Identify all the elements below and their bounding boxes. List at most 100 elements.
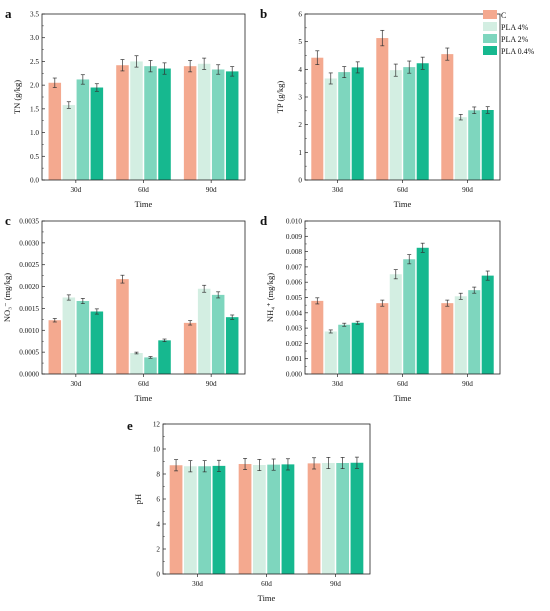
y-tick-label: 6 [156,496,160,504]
x-axis-title: Time [135,393,153,403]
y-tick-label: 0.007 [286,263,303,271]
x-tick-label: 90d [206,380,217,388]
bar [158,340,171,374]
x-tick-label: 90d [462,186,473,194]
bar [90,87,104,180]
legend-item: PLA 4% [483,22,529,32]
bar [62,297,76,374]
bar [197,288,211,374]
chart-panel-e: e 0 2 4 6 8 10 12 30d 60d 90d Time pH [127,418,371,603]
x-tick-label: 30d [70,380,81,388]
bar [376,303,389,374]
y-tick-label: 0.001 [286,355,303,363]
bar [183,322,197,374]
bar [62,105,76,180]
bar [376,38,389,180]
bar [212,465,226,574]
y-tick-label: 0.0025 [19,261,39,269]
bar [198,466,212,574]
bar [454,296,467,374]
bar [76,300,90,374]
y-tick-label: 1.0 [30,129,39,137]
y-tick-label: 0.003 [286,325,303,333]
legend-label: PLA 0.4% [501,47,535,56]
chart-panel-a: a 0.0 0.5 1.0 1.5 2.0 2.5 3.0 3.5 30d 60d 90d Time TN… [5,6,246,209]
y-tick-label: 0 [298,177,302,185]
x-axis-title: Time [394,393,412,403]
bar [144,357,157,374]
x-axis-title: Time [258,593,276,603]
legend-swatch [483,46,497,55]
x-tick-label: 60d [261,580,272,588]
y-axis-title: TN (g/kg) [12,80,22,114]
y-tick-label: 0.5 [30,153,39,161]
x-tick-label: 90d [330,580,341,588]
bar [336,463,350,574]
y-axis-title: TP (g/kg) [275,81,285,114]
y-tick-label: 0.0020 [19,283,39,291]
y-tick-label: 0.0000 [19,371,39,379]
y-tick-label: 0.005 [286,294,303,302]
bar [90,311,104,374]
bar [441,303,454,374]
x-tick-label: 60d [138,380,149,388]
legend-item: PLA 2% [483,34,529,44]
y-tick-label: 0.0010 [19,327,39,335]
y-tick-label: 0.0035 [19,218,39,226]
bar [225,71,239,180]
y-tick-label: 0.0015 [19,305,39,313]
panel-letter: e [127,418,133,433]
bar [338,72,351,180]
y-tick-label: 1.5 [30,105,39,113]
y-tick-label: 10 [153,446,161,454]
bar [48,82,62,180]
legend-item: PLA 0.4% [483,46,535,56]
bar [76,79,90,180]
bar [144,66,157,180]
y-tick-label: 8 [156,471,160,479]
bar [116,279,129,374]
bar [468,110,481,180]
bar [416,247,429,374]
y-tick-label: 0.0005 [19,349,39,357]
y-tick-label: 0.0 [30,177,39,185]
bar [416,63,429,180]
y-tick-label: 3 [298,94,302,102]
bar [403,259,416,374]
x-tick-label: 30d [332,186,343,194]
bar [311,57,324,180]
bar [197,63,211,180]
x-tick-label: 60d [138,186,149,194]
bar [324,78,337,180]
bar [116,65,129,180]
y-tick-label: 0.009 [286,233,303,241]
x-axis-title: Time [394,199,412,209]
bar [281,464,295,574]
legend: C PLA 4% PLA 2% PLA 0.4% [483,10,535,56]
bar [130,61,143,180]
bar [324,331,337,374]
bar [351,67,364,180]
y-tick-label: 0.002 [286,340,303,348]
x-axis-title: Time [135,199,153,209]
x-tick-label: 60d [397,380,408,388]
x-tick-label: 90d [206,186,217,194]
y-tick-label: 0.004 [286,309,303,317]
y-axis-title: NH₄⁺ (mg/kg) [265,273,275,322]
y-tick-label: 0.0030 [19,239,39,247]
y-axis-title: NO₃⁻ (mg/kg) [2,273,12,322]
y-tick-label: 2.0 [30,82,39,90]
bar [238,464,252,574]
panel-letter: d [260,213,268,228]
y-tick-label: 4 [298,66,302,74]
bar [454,117,467,180]
legend-label: C [501,11,506,20]
x-tick-label: 30d [70,186,81,194]
y-tick-label: 2 [156,546,160,554]
bar [389,274,402,374]
x-tick-label: 30d [332,380,343,388]
bar [468,290,481,374]
bar [321,463,335,574]
